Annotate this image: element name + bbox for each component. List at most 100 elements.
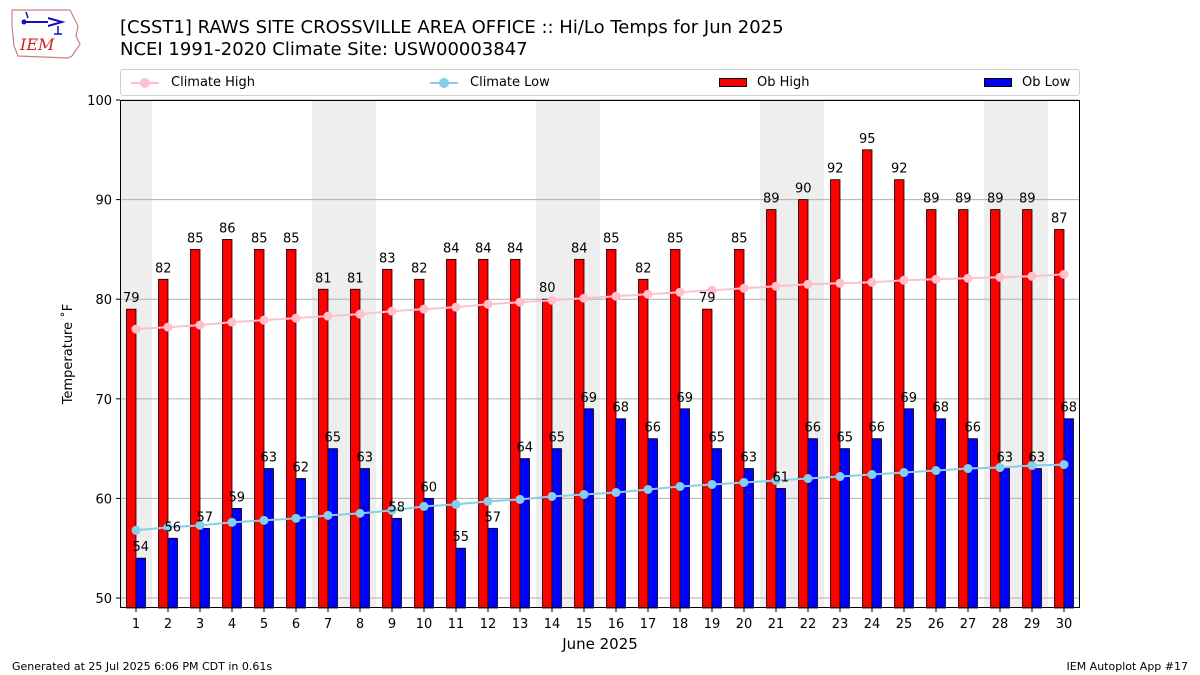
ob-high-bar bbox=[510, 258, 521, 609]
climate-lines bbox=[131, 269, 1069, 535]
ob-low-label: 68 bbox=[932, 401, 949, 416]
y-tick-label: 60 bbox=[95, 492, 112, 507]
ob-low-label: 65 bbox=[548, 431, 565, 446]
ob-low-bar bbox=[135, 557, 146, 609]
gridlines bbox=[120, 99, 1080, 599]
x-axis: 1 2 3 4 5 6 7 8 9 10 11 12 13 14 15 16 17 18 19 20 21 22 23 24 2… bbox=[132, 608, 1072, 632]
iem-logo: IEM bbox=[11, 9, 81, 59]
ob-low-swatch-icon bbox=[984, 78, 1012, 87]
climate-high-point bbox=[899, 275, 909, 285]
x-tick-label: 19 bbox=[704, 617, 721, 632]
ob-high-label: 85 bbox=[667, 231, 684, 246]
ob-low-label: 54 bbox=[132, 540, 149, 555]
ob-high-label: 84 bbox=[443, 241, 460, 256]
weekend-band bbox=[120, 100, 152, 608]
bars bbox=[126, 149, 1074, 609]
ob-high-label: 87 bbox=[1051, 211, 1068, 226]
ob-high-label: 81 bbox=[347, 271, 364, 286]
ob-high-bar bbox=[702, 308, 713, 609]
climate-high-point bbox=[643, 289, 653, 299]
ob-high-label: 95 bbox=[859, 132, 876, 147]
ob-high-label: 84 bbox=[507, 241, 524, 256]
ob-low-label: 62 bbox=[292, 461, 309, 476]
ob-high-label: 83 bbox=[379, 251, 396, 266]
ob-low-bar bbox=[487, 527, 498, 609]
legend-item-climate-high: Climate High bbox=[131, 70, 255, 95]
ob-high-bar bbox=[734, 249, 745, 609]
ob-low-bar bbox=[967, 438, 978, 609]
ob-low-bar bbox=[231, 507, 242, 609]
climate-low-point bbox=[259, 515, 269, 525]
climate-high-point bbox=[163, 322, 173, 332]
ob-high-label: 82 bbox=[155, 261, 172, 276]
ob-low-bar bbox=[295, 478, 306, 609]
ob-low-bar bbox=[263, 468, 274, 609]
ob-low-label: 65 bbox=[836, 431, 853, 446]
ob-low-label: 58 bbox=[388, 500, 405, 515]
ob-low-bar bbox=[327, 448, 338, 609]
ob-low-bar bbox=[615, 418, 626, 609]
legend: Climate High Climate Low Ob High Ob Low bbox=[120, 69, 1080, 96]
ob-high-label: 82 bbox=[635, 261, 652, 276]
logo-text: IEM bbox=[19, 35, 55, 54]
ob-high-label: 85 bbox=[731, 231, 748, 246]
ob-high-bar bbox=[638, 278, 649, 609]
ob-high-label: 82 bbox=[411, 261, 428, 276]
ob-low-bar bbox=[551, 448, 562, 609]
ob-high-swatch-icon bbox=[719, 78, 747, 87]
ob-high-label: 85 bbox=[187, 231, 204, 246]
ob-low-label: 68 bbox=[1060, 401, 1077, 416]
climate-high-point bbox=[1059, 269, 1069, 279]
ob-high-bar bbox=[446, 258, 457, 609]
ob-high-bar bbox=[606, 249, 617, 609]
x-tick-label: 7 bbox=[324, 617, 332, 632]
climate-high-point bbox=[963, 273, 973, 283]
ob-low-label: 65 bbox=[324, 431, 341, 446]
weekend-band bbox=[792, 100, 824, 608]
climate-low-point bbox=[707, 479, 717, 489]
legend-label-climate-low: Climate Low bbox=[470, 75, 550, 90]
climate-low-point bbox=[579, 489, 589, 499]
ob-low-bar bbox=[775, 488, 786, 609]
climate-high-point bbox=[835, 278, 845, 288]
climate-high-point bbox=[1027, 271, 1037, 281]
ob-low-bar bbox=[1031, 468, 1042, 609]
ob-high-label: 92 bbox=[827, 162, 844, 177]
ob-high-label: 85 bbox=[603, 231, 620, 246]
ob-high-label: 90 bbox=[795, 182, 812, 197]
ob-low-label: 69 bbox=[580, 391, 597, 406]
ob-high-bar bbox=[190, 249, 201, 609]
y-tick-label: 100 bbox=[87, 94, 112, 109]
x-tick-label: 13 bbox=[512, 617, 529, 632]
x-tick-label: 20 bbox=[736, 617, 753, 632]
ob-high-bar bbox=[542, 298, 553, 609]
ob-high-bar bbox=[286, 249, 297, 609]
x-tick-label: 4 bbox=[228, 617, 236, 632]
weekend-band bbox=[344, 100, 376, 608]
climate-low-point bbox=[611, 487, 621, 497]
ob-low-label: 63 bbox=[260, 451, 277, 466]
climate-low-point bbox=[835, 472, 845, 482]
weekend-band bbox=[984, 100, 1016, 608]
x-tick-label: 12 bbox=[480, 617, 497, 632]
ob-high-label: 79 bbox=[123, 291, 140, 306]
climate-high-point bbox=[995, 272, 1005, 282]
x-tick-label: 21 bbox=[768, 617, 785, 632]
ob-low-bar bbox=[647, 438, 658, 609]
ob-low-bar bbox=[519, 458, 530, 609]
ob-high-bar bbox=[958, 209, 969, 609]
ob-low-bar bbox=[391, 517, 402, 609]
x-tick-label: 24 bbox=[864, 617, 881, 632]
footer-generated: Generated at 25 Jul 2025 6:06 PM CDT in … bbox=[12, 660, 273, 673]
x-tick-label: 1 bbox=[132, 617, 140, 632]
climate-high-line bbox=[135, 273, 1065, 331]
climate-low-point bbox=[995, 463, 1005, 473]
climate-high-point bbox=[483, 299, 493, 309]
climate-low-line bbox=[135, 463, 1065, 532]
climate-low-point bbox=[867, 470, 877, 480]
ob-low-label: 63 bbox=[740, 451, 757, 466]
ob-high-bar bbox=[766, 209, 777, 609]
ob-low-label: 65 bbox=[708, 431, 725, 446]
ob-low-label: 56 bbox=[164, 520, 181, 535]
